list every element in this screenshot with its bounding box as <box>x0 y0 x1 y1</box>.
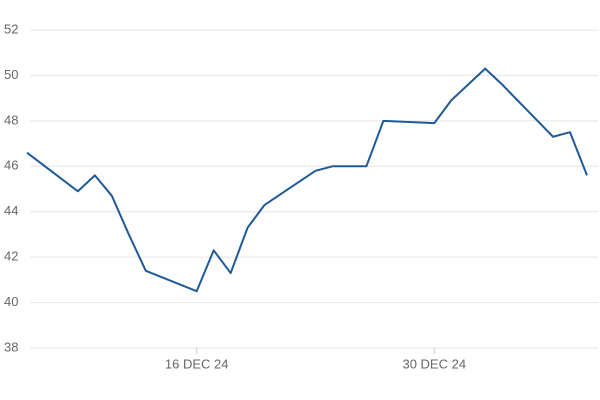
y-tick-label: 42 <box>4 249 18 264</box>
x-tick-label: 16 DEC 24 <box>165 356 229 371</box>
y-tick-label: 46 <box>4 158 18 173</box>
y-tick-label: 50 <box>4 67 18 82</box>
y-tick-label: 38 <box>4 339 18 354</box>
y-tick-label: 44 <box>4 203 18 218</box>
x-tick-label: 30 DEC 24 <box>402 356 466 371</box>
y-tick-label: 40 <box>4 294 18 309</box>
data-line <box>26 67 588 293</box>
y-tick-label: 48 <box>4 112 18 127</box>
y-tick-label: 52 <box>4 21 18 36</box>
